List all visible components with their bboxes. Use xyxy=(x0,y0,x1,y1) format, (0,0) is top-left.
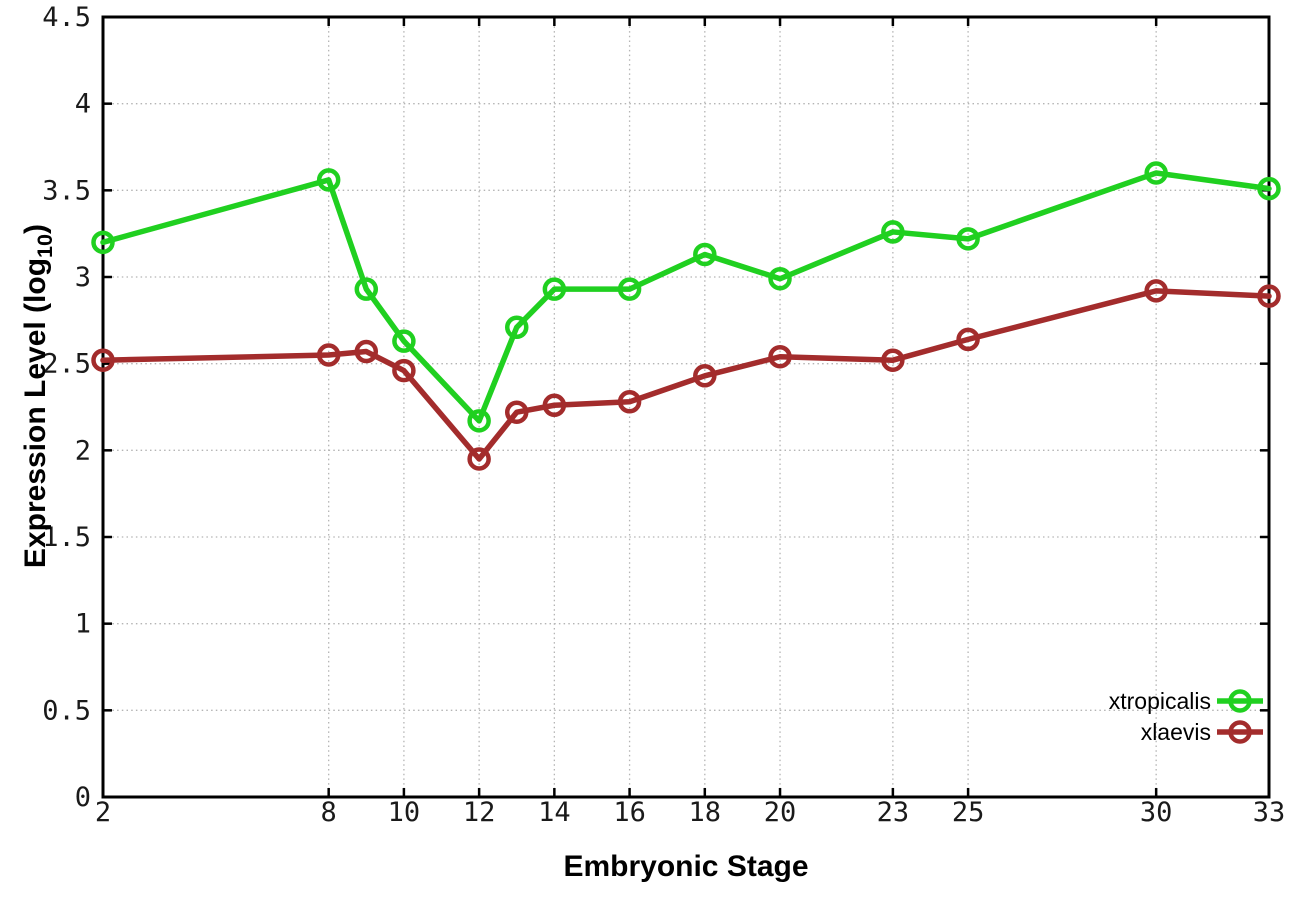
y-tick-label: 2.5 xyxy=(42,349,91,380)
y-tick-label: 4.5 xyxy=(42,2,91,33)
x-tick-label: 23 xyxy=(877,797,910,828)
legend-label-xlaevis: xlaevis xyxy=(1141,719,1211,745)
x-tick-label: 12 xyxy=(463,797,496,828)
x-tick-label: 14 xyxy=(538,797,571,828)
data-point-xtropicalis xyxy=(467,409,491,433)
y-tick-label: 1 xyxy=(75,609,91,640)
y-tick-label: 1.5 xyxy=(42,522,91,553)
data-point-xtropicalis xyxy=(617,277,642,301)
y-tick-label: 2 xyxy=(75,435,91,466)
data-point-xlaevis xyxy=(504,400,529,424)
data-point-xtropicalis xyxy=(91,230,115,255)
data-point-xtropicalis xyxy=(881,220,905,244)
plot-border xyxy=(101,15,1271,799)
data-point-xtropicalis xyxy=(504,315,529,340)
data-point-xlaevis xyxy=(881,348,905,372)
y-tick-label: 0 xyxy=(75,782,91,813)
data-point-xtropicalis xyxy=(354,277,379,301)
x-tick-label: 10 xyxy=(388,797,421,828)
x-tick-label: 20 xyxy=(764,797,797,828)
data-point-xtropicalis xyxy=(956,227,980,251)
data-point-xlaevis xyxy=(91,348,115,372)
data-point-xtropicalis xyxy=(392,329,416,353)
data-point-xlaevis xyxy=(392,358,416,383)
y-tick-label: 3.5 xyxy=(42,175,91,206)
data-point-xlaevis xyxy=(693,364,717,388)
y-axis-title-text: Expression Level (log xyxy=(19,257,52,569)
data-point-xlaevis xyxy=(542,393,567,418)
y-tick-label: 4 xyxy=(75,89,91,120)
x-tick-label: 18 xyxy=(689,797,722,828)
data-point-xtropicalis xyxy=(1144,161,1168,185)
data-point-xlaevis xyxy=(768,344,792,369)
y-tick-label: 0.5 xyxy=(42,695,91,726)
series-line-xlaevis xyxy=(100,288,1272,462)
y-axis-title-close: ) xyxy=(19,223,52,234)
x-tick-label: 16 xyxy=(613,797,646,828)
data-point-xlaevis xyxy=(617,390,642,414)
data-point-xtropicalis xyxy=(316,168,341,192)
data-point-xtropicalis xyxy=(768,266,792,291)
data-point-xlaevis xyxy=(1144,279,1168,303)
x-axis-title: Embryonic Stage xyxy=(563,850,809,883)
legend-marker-xtropicalis xyxy=(1228,689,1252,713)
legend-marker-xlaevis xyxy=(1228,720,1252,744)
y-tick-label: 3 xyxy=(75,262,91,293)
data-point-xlaevis xyxy=(1257,284,1281,308)
x-tick-label: 25 xyxy=(952,797,985,828)
data-point-xtropicalis xyxy=(542,277,567,301)
x-tick-label: 33 xyxy=(1253,797,1286,828)
x-tick-label: 8 xyxy=(321,797,337,828)
data-point-xlaevis xyxy=(316,343,341,367)
y-axis-title: Expression Level (log10) xyxy=(19,96,57,696)
data-point-xlaevis xyxy=(956,327,980,352)
x-tick-label: 30 xyxy=(1140,797,1173,828)
data-point-xtropicalis xyxy=(1257,176,1281,201)
x-tick-label: 2 xyxy=(95,797,111,828)
data-point-xlaevis xyxy=(467,447,491,471)
y-axis-title-subscript: 10 xyxy=(32,233,57,258)
legend-label-xtropicalis: xtropicalis xyxy=(1109,688,1211,714)
data-point-xtropicalis xyxy=(693,242,717,267)
data-point-xlaevis xyxy=(354,339,379,364)
